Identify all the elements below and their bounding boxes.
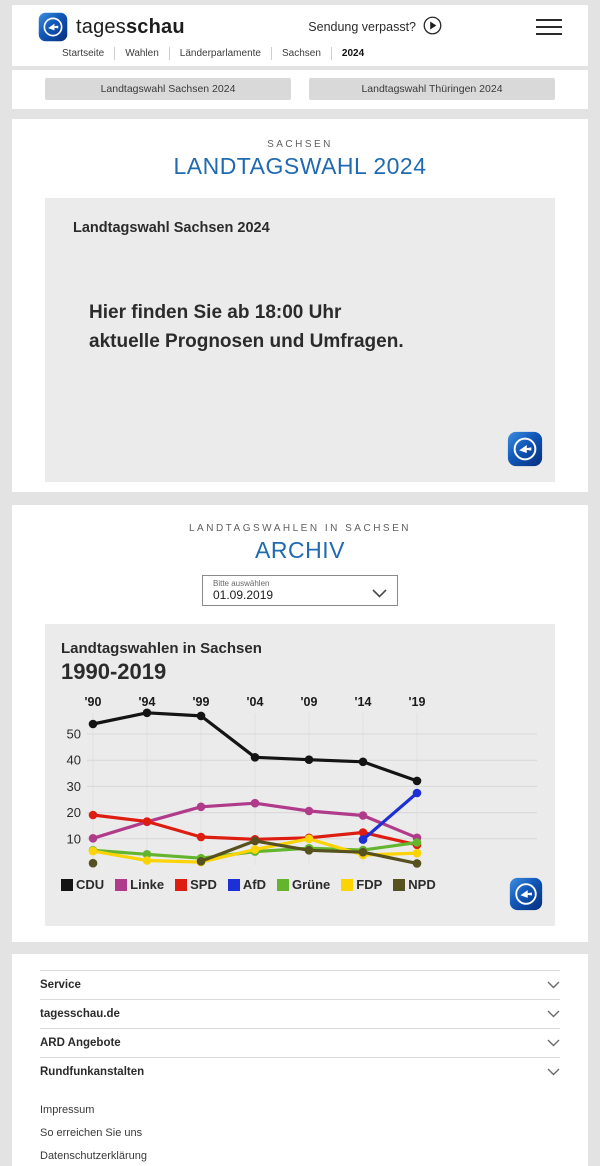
tagesschau-logo-icon: [38, 12, 68, 42]
footer-link-kontakt[interactable]: So erreichen Sie uns: [40, 1126, 143, 1139]
hero-section: SACHSEN LANDTAGSWAHL 2024 Landtagswahl S…: [12, 119, 588, 492]
footer-links: Impressum So erreichen Sie uns Datenschu…: [12, 1086, 588, 1166]
chevron-down-icon: [547, 1063, 560, 1081]
select-label: Bitte auswählen: [213, 579, 270, 588]
line-chart: 10 20 30 40 50 '90 '94 '99 '04 '09 '14 '19: [61, 693, 539, 873]
archive-chart-card: Landtagswahlen in Sachsen 1990-2019 10 20…: [45, 624, 555, 926]
svg-text:'19: '19: [409, 695, 426, 709]
archive-section: LANDTAGSWAHLEN IN SACHSEN ARCHIV Bitte a…: [12, 505, 588, 942]
missed-broadcast-label: Sendung verpasst?: [308, 20, 416, 34]
footer-accordion-tagesschau-de[interactable]: tagesschau.de: [40, 999, 560, 1028]
legend-swatch: [175, 878, 188, 891]
footer-link-impressum[interactable]: Impressum: [40, 1103, 95, 1116]
svg-text:40: 40: [67, 753, 81, 768]
breadcrumb-item-sachsen[interactable]: Sachsen: [270, 47, 331, 60]
svg-text:'94: '94: [139, 695, 156, 709]
legend-swatch: [115, 878, 128, 891]
tagesschau-logo-icon: [507, 431, 543, 472]
archive-chart-svg: 10 20 30 40 50 '90 '94 '99 '04 '09 '14 '19: [67, 695, 537, 868]
svg-text:'04: '04: [247, 695, 264, 709]
legend-item-linke: Linke: [115, 877, 164, 892]
missed-broadcast-link[interactable]: Sendung verpasst?: [308, 16, 442, 38]
svg-text:10: 10: [67, 831, 81, 846]
chevron-down-icon: [547, 1005, 560, 1023]
legend-item-spd: SPD: [175, 877, 217, 892]
tagesschau-logo-icon: [509, 877, 543, 916]
tagesschau-home-link[interactable]: tagesschau: [38, 12, 185, 42]
site-header: tagesschau Sendung verpasst? Startseite …: [12, 5, 588, 66]
archive-date-select[interactable]: Bitte auswählen 01.09.2019: [202, 575, 398, 606]
breadcrumb-item-wahlen[interactable]: Wahlen: [114, 47, 169, 60]
teaser-title: Landtagswahl Sachsen 2024: [73, 220, 270, 236]
chart-legend: CDU Linke SPD AfD Grüne FDP NPD: [61, 877, 539, 892]
site-footer: Service tagesschau.de ARD Angebote Rundf…: [12, 954, 588, 1166]
select-value: 01.09.2019: [213, 588, 274, 602]
footer-link-datenschutz[interactable]: Datenschutzerklärung: [40, 1149, 148, 1162]
footer-accordion-rundfunkanstalten[interactable]: Rundfunkanstalten: [40, 1057, 560, 1086]
archive-eyebrow: LANDTAGSWAHLEN IN SACHSEN: [189, 523, 411, 534]
svg-text:50: 50: [67, 727, 81, 742]
svg-text:'99: '99: [193, 695, 210, 709]
svg-text:30: 30: [67, 779, 81, 794]
legend-swatch: [61, 878, 73, 891]
svg-text:20: 20: [67, 805, 81, 820]
legend-item-fdp: FDP: [341, 877, 382, 892]
teaser-message: Hier finden Sie ab 18:00 Uhr aktuelle Pr…: [89, 302, 404, 353]
play-icon: [423, 16, 442, 38]
footer-accordion-service[interactable]: Service: [40, 970, 560, 999]
legend-swatch: [227, 878, 240, 891]
election-tabstrip: Landtagswahl Sachsen 2024 Landtagswahl T…: [12, 70, 588, 109]
tab-landtagswahl-thueringen[interactable]: Landtagswahl Thüringen 2024: [309, 78, 555, 100]
legend-item-afd: AfD: [227, 877, 266, 892]
breadcrumb-item-startseite[interactable]: Startseite: [62, 48, 105, 59]
hero-teaser-box: Landtagswahl Sachsen 2024 Hier finden Si…: [45, 198, 555, 482]
hero-eyebrow: SACHSEN: [267, 139, 333, 150]
page-title: LANDTAGSWAHL 2024: [173, 153, 427, 179]
svg-text:'14: '14: [355, 695, 372, 709]
chevron-down-icon: [547, 1034, 560, 1052]
legend-item-cdu: CDU: [61, 877, 104, 892]
breadcrumb-item-2024[interactable]: 2024: [330, 47, 374, 60]
breadcrumb: Startseite Wahlen Länderparlamente Sachs…: [12, 44, 588, 66]
legend-swatch: [276, 878, 289, 891]
archive-title: ARCHIV: [255, 537, 345, 563]
svg-text:'09: '09: [301, 695, 318, 709]
svg-text:'90: '90: [85, 695, 102, 709]
footer-accordion-ard-angebote[interactable]: ARD Angebote: [40, 1028, 560, 1057]
breadcrumb-item-laenderparlamente[interactable]: Länderparlamente: [168, 47, 271, 60]
legend-item-npd: NPD: [393, 877, 436, 892]
tab-landtagswahl-sachsen[interactable]: Landtagswahl Sachsen 2024: [45, 78, 291, 100]
chart-title: Landtagswahlen in Sachsen: [61, 640, 262, 657]
legend-swatch: [341, 878, 354, 891]
menu-icon[interactable]: [536, 14, 562, 40]
chevron-down-icon: [547, 976, 560, 994]
chart-subtitle: 1990-2019: [61, 659, 167, 684]
chevron-down-icon: [372, 585, 387, 603]
legend-item-grüne: Grüne: [276, 877, 330, 892]
brand-wordmark: tagesschau: [76, 15, 185, 38]
legend-swatch: [393, 878, 406, 891]
